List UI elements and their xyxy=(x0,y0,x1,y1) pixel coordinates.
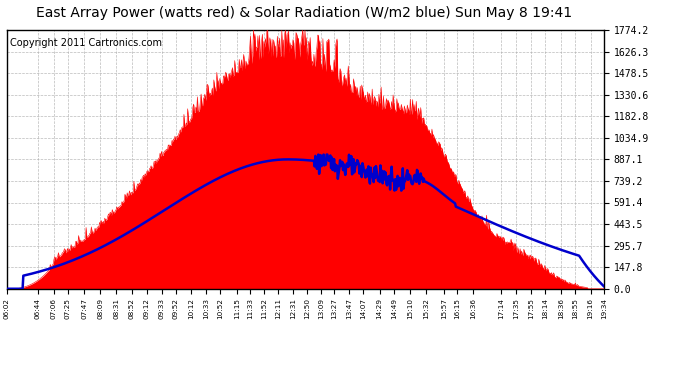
Text: East Array Power (watts red) & Solar Radiation (W/m2 blue) Sun May 8 19:41: East Array Power (watts red) & Solar Rad… xyxy=(36,6,571,20)
Text: Copyright 2011 Cartronics.com: Copyright 2011 Cartronics.com xyxy=(10,38,162,48)
